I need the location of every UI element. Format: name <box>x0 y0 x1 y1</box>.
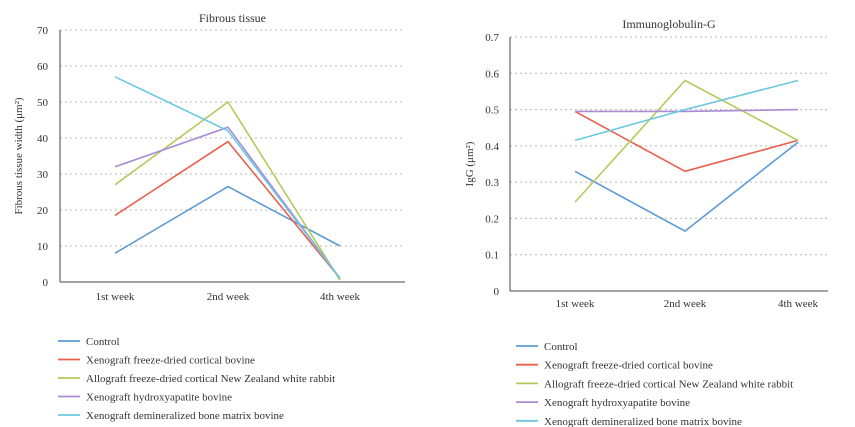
chart-panel-2: Immunoglobulin-G 0 0.1 0.2 0.3 0.4 0.5 0.6 0.7 Ig… <box>464 17 828 427</box>
series-line-5 <box>574 79 799 142</box>
x-tick-label: 4th week <box>320 291 361 303</box>
y-tick-label: 0.5 <box>485 105 499 117</box>
series-line-4 <box>575 108 799 113</box>
x-tick-label: 4th week <box>778 298 819 310</box>
series-line-1 <box>114 185 341 254</box>
y-tick-label: 0.7 <box>485 32 499 44</box>
y-tick-label: 10 <box>37 241 49 253</box>
series-line-4 <box>114 126 341 279</box>
legend-label-2: Xenograft freeze-dried cortical bovine <box>544 360 713 372</box>
series-line-2 <box>574 110 799 173</box>
x-tick-label: 2nd week <box>664 298 707 310</box>
y-tick-label: 70 <box>37 25 49 37</box>
y-tick-label: 40 <box>37 133 49 145</box>
chart-title: Immunoglobulin-G <box>622 17 716 31</box>
y-tick-label: 30 <box>37 169 49 181</box>
y-axis-label: IgG (μm²) <box>464 141 476 186</box>
y-tick-label: 0 <box>494 286 500 298</box>
legend-label-1: Control <box>544 341 578 353</box>
x-tick-label: 1st week <box>96 291 135 303</box>
y-tick-label: 0.6 <box>485 68 499 80</box>
legend-label-3: Allograft freeze-dried cortical New Zeal… <box>544 378 793 390</box>
series-line-1 <box>574 141 799 232</box>
legend-label-5: Xenograft demineralized bone matrix bovi… <box>86 410 284 422</box>
series-line-2 <box>114 140 341 279</box>
y-tick-label: 0.3 <box>485 177 499 189</box>
y-tick-label: 60 <box>37 61 49 73</box>
legend-label-1: Control <box>86 336 120 348</box>
y-tick-label: 0.2 <box>485 213 499 225</box>
series-line-3 <box>114 101 341 281</box>
series-line-3 <box>574 79 799 203</box>
legend-label-4: Xenograft hydroxyapatite bovine <box>86 392 232 404</box>
y-tick-label: 20 <box>37 205 49 217</box>
chart-title: Fibrous tissue <box>199 11 266 25</box>
legend-label-4: Xenograft hydroxyapatite bovine <box>544 397 690 409</box>
y-tick-label: 50 <box>37 97 49 109</box>
legend-label-3: Allograft freeze-dried cortical New Zeal… <box>86 373 335 385</box>
y-axis-label: Fibrous tissue width (μm²) <box>13 97 25 214</box>
legend-label-5: Xenograft demineralized bone matrix bovi… <box>544 416 742 427</box>
series-line-5 <box>114 76 341 279</box>
y-tick-label: 0.1 <box>485 250 499 262</box>
chart-panel-1: Fibrous tissue 0 10 20 30 40 50 60 70 Fibrous tis… <box>13 11 405 422</box>
legend-label-2: Xenograft freeze-dried cortical bovine <box>86 355 255 367</box>
y-tick-label: 0 <box>43 277 49 289</box>
y-tick-label: 0.4 <box>485 141 499 153</box>
x-tick-label: 1st week <box>556 298 595 310</box>
x-tick-label: 2nd week <box>207 291 250 303</box>
